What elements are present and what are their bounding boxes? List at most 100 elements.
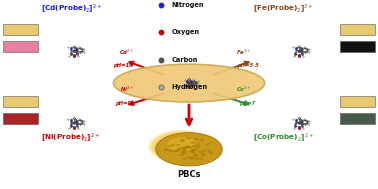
Circle shape: [170, 141, 201, 156]
Circle shape: [185, 146, 189, 149]
Circle shape: [190, 150, 195, 152]
Circle shape: [182, 149, 187, 151]
Circle shape: [179, 144, 195, 153]
Circle shape: [207, 149, 212, 152]
Circle shape: [203, 149, 207, 152]
Circle shape: [154, 133, 211, 161]
Text: pH=9: pH=9: [115, 101, 131, 106]
Circle shape: [201, 154, 206, 156]
Text: Cd$^{2+}$: Cd$^{2+}$: [119, 47, 134, 57]
Circle shape: [168, 145, 172, 147]
Circle shape: [181, 145, 194, 152]
Circle shape: [150, 131, 214, 162]
FancyBboxPatch shape: [340, 96, 375, 107]
Circle shape: [180, 140, 184, 142]
Text: Carbon: Carbon: [171, 57, 198, 63]
Text: Nitrogen: Nitrogen: [171, 2, 204, 8]
Circle shape: [191, 141, 195, 144]
Text: Oxygen: Oxygen: [171, 29, 199, 35]
Circle shape: [191, 149, 195, 151]
FancyBboxPatch shape: [340, 113, 375, 124]
Circle shape: [192, 145, 197, 148]
Text: PBCs: PBCs: [177, 170, 201, 180]
Circle shape: [158, 135, 208, 160]
Text: Co$^{2+}$: Co$^{2+}$: [236, 85, 251, 94]
Circle shape: [181, 151, 186, 153]
Text: [Fe(Probe)$_2$]$^{3+}$: [Fe(Probe)$_2$]$^{3+}$: [253, 3, 314, 16]
Text: [Ni(Probe)$_2$]$^{2+}$: [Ni(Probe)$_2$]$^{2+}$: [41, 131, 100, 145]
Circle shape: [190, 157, 194, 160]
Circle shape: [168, 149, 172, 152]
Circle shape: [180, 147, 185, 149]
Circle shape: [193, 155, 197, 157]
Circle shape: [199, 150, 203, 153]
Text: pH=7: pH=7: [240, 101, 256, 106]
FancyBboxPatch shape: [3, 113, 38, 124]
FancyBboxPatch shape: [3, 41, 38, 52]
Circle shape: [180, 154, 184, 156]
Text: Fe$^{3+}$: Fe$^{3+}$: [236, 47, 251, 57]
FancyBboxPatch shape: [3, 24, 38, 35]
Circle shape: [200, 152, 205, 155]
Circle shape: [185, 147, 192, 151]
Circle shape: [189, 150, 193, 152]
Circle shape: [177, 143, 197, 153]
Circle shape: [192, 145, 196, 147]
Text: [Cd(Probe)$_2$]$^{2+}$: [Cd(Probe)$_2$]$^{2+}$: [41, 3, 102, 16]
Circle shape: [189, 157, 194, 159]
Circle shape: [195, 146, 200, 148]
Circle shape: [181, 148, 186, 150]
Circle shape: [185, 146, 190, 149]
Text: Ni$^{2+}$: Ni$^{2+}$: [119, 85, 134, 94]
Text: pH=10: pH=10: [113, 63, 133, 68]
Circle shape: [206, 143, 211, 145]
Circle shape: [171, 150, 176, 152]
FancyBboxPatch shape: [340, 41, 375, 52]
Circle shape: [187, 148, 190, 150]
Circle shape: [198, 157, 203, 160]
Circle shape: [191, 148, 195, 151]
Circle shape: [209, 152, 213, 154]
Circle shape: [169, 139, 202, 156]
Circle shape: [181, 147, 186, 149]
Circle shape: [183, 150, 187, 152]
Circle shape: [160, 136, 207, 159]
Circle shape: [185, 145, 189, 147]
Circle shape: [181, 139, 185, 141]
Circle shape: [195, 143, 200, 145]
Circle shape: [186, 137, 191, 139]
Circle shape: [175, 143, 198, 154]
Circle shape: [173, 142, 199, 155]
Circle shape: [164, 149, 168, 151]
Circle shape: [194, 154, 198, 156]
Text: pH=5.5: pH=5.5: [237, 63, 259, 68]
Circle shape: [200, 139, 204, 141]
Circle shape: [177, 149, 181, 151]
Circle shape: [175, 150, 179, 152]
Circle shape: [180, 151, 184, 153]
Circle shape: [148, 130, 215, 163]
Circle shape: [167, 137, 197, 152]
FancyBboxPatch shape: [3, 96, 38, 107]
Circle shape: [194, 157, 199, 160]
Circle shape: [175, 149, 180, 152]
Circle shape: [193, 148, 198, 150]
Circle shape: [183, 146, 193, 151]
FancyBboxPatch shape: [340, 24, 375, 35]
Circle shape: [170, 144, 175, 146]
Circle shape: [177, 147, 181, 149]
Circle shape: [156, 133, 222, 166]
Text: Hydrogen: Hydrogen: [171, 84, 208, 90]
Circle shape: [194, 138, 198, 140]
Circle shape: [152, 132, 212, 162]
Circle shape: [183, 158, 187, 160]
Ellipse shape: [113, 64, 265, 102]
Circle shape: [187, 146, 192, 149]
Circle shape: [156, 134, 209, 160]
Circle shape: [182, 153, 187, 155]
Circle shape: [187, 146, 192, 148]
Circle shape: [175, 144, 180, 146]
Circle shape: [164, 138, 204, 158]
Circle shape: [163, 137, 206, 158]
Circle shape: [186, 156, 191, 158]
